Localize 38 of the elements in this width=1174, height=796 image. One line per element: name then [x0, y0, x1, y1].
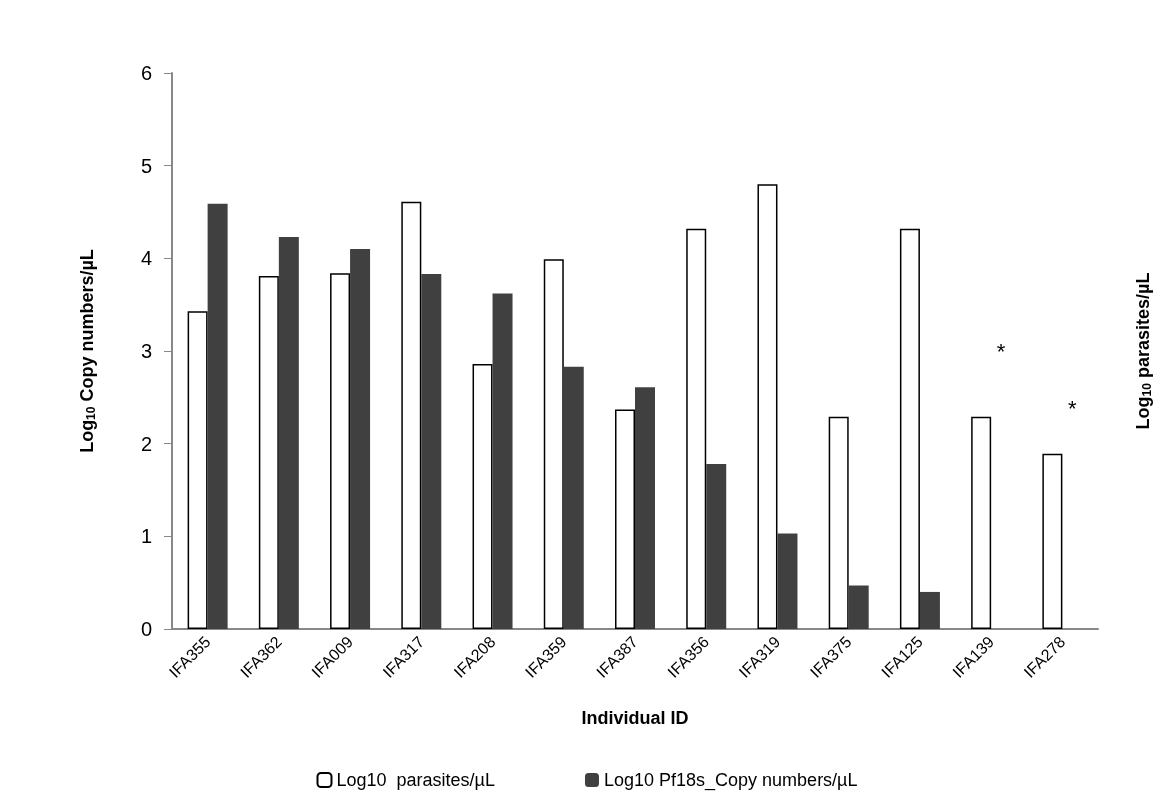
bar — [421, 274, 442, 629]
bar — [207, 203, 228, 629]
y-tick-label: 5 — [140, 154, 152, 177]
legend-label: Log10 Pf18s_Copy numbers/µL — [603, 770, 858, 791]
bar — [492, 293, 513, 629]
y-axis-title: Log10 Copy numbers/µL — [77, 249, 98, 453]
bar — [543, 259, 564, 629]
bar — [686, 228, 707, 629]
bar — [563, 366, 584, 629]
bar — [757, 184, 778, 629]
bar — [278, 237, 299, 629]
bar — [828, 416, 849, 629]
y-tick-label: 6 — [140, 62, 152, 84]
bar — [899, 228, 920, 629]
bar — [401, 201, 422, 629]
bar — [615, 409, 635, 629]
bar — [971, 416, 992, 629]
bar — [350, 249, 371, 629]
bar — [706, 464, 727, 629]
y-tick-label: 4 — [140, 247, 152, 270]
x-axis-title: Individual ID — [581, 708, 689, 728]
bar — [258, 275, 279, 629]
y-tick-label: 2 — [140, 432, 152, 455]
bar — [777, 533, 798, 629]
bar — [330, 273, 351, 629]
bar — [919, 591, 940, 629]
bar — [1042, 453, 1063, 629]
bar — [472, 363, 493, 629]
annotation: * — [996, 339, 1006, 365]
y-tick-label: 3 — [140, 340, 152, 362]
y2-axis-title: Log10 parasites/µL — [1133, 272, 1154, 430]
bar — [848, 585, 869, 629]
bar — [635, 387, 655, 629]
y-tick-label: 0 — [140, 618, 152, 640]
bar — [187, 311, 208, 629]
annotation: * — [1068, 396, 1078, 422]
y-tick-label: 1 — [140, 525, 152, 548]
legend-label: Log10 parasites/µL — [336, 770, 495, 790]
